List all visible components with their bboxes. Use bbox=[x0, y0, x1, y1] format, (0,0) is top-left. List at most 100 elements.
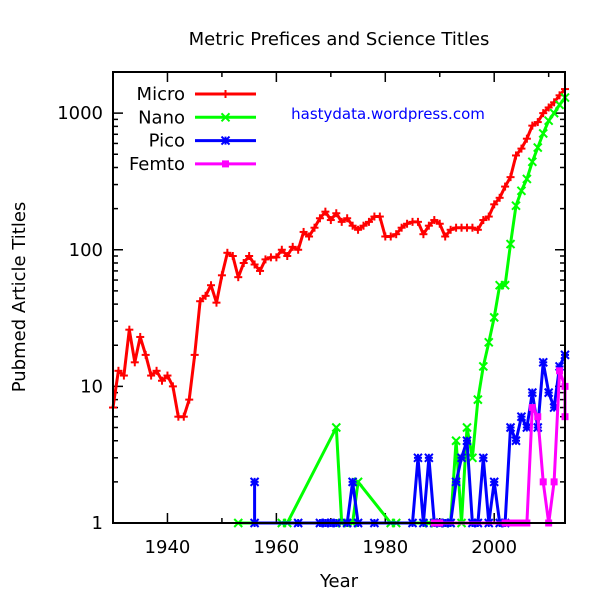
data-point-nano bbox=[489, 312, 499, 323]
data-point-nano bbox=[462, 422, 472, 433]
data-point-nano bbox=[543, 116, 554, 126]
legend-marker-pico bbox=[220, 135, 231, 146]
data-point-micro bbox=[152, 366, 161, 375]
data-point-pico bbox=[522, 422, 532, 433]
data-point-micro bbox=[501, 182, 510, 191]
data-point-micro bbox=[179, 412, 188, 421]
legend-label-nano: Nano bbox=[138, 107, 185, 128]
data-point-pico bbox=[462, 436, 472, 446]
series-micro bbox=[109, 85, 569, 421]
data-point-femto bbox=[556, 367, 564, 375]
data-point-micro bbox=[533, 118, 542, 127]
data-point-femto bbox=[539, 478, 547, 486]
data-point-pico bbox=[538, 357, 548, 368]
data-point-pico bbox=[511, 436, 521, 446]
data-point-micro bbox=[277, 245, 286, 254]
y-tick-label: 100 bbox=[69, 240, 103, 261]
data-point-nano bbox=[549, 108, 559, 118]
data-point-micro bbox=[119, 371, 128, 380]
legend-marker-micro bbox=[221, 90, 230, 98]
data-point-micro bbox=[168, 382, 177, 391]
x-tick-label: 1980 bbox=[362, 537, 408, 558]
data-point-nano bbox=[505, 239, 516, 249]
data-point-micro bbox=[364, 217, 373, 226]
y-tick-label: 1 bbox=[92, 513, 103, 534]
data-point-pico bbox=[478, 453, 489, 463]
x-tick-label: 1960 bbox=[253, 537, 299, 558]
data-point-pico bbox=[489, 477, 499, 487]
data-point-micro bbox=[201, 291, 210, 300]
data-point-micro bbox=[272, 253, 281, 262]
annotation-text: hastydata.wordpress.com bbox=[291, 105, 485, 123]
x-axis-label: Year bbox=[319, 571, 359, 592]
data-point-micro bbox=[354, 225, 363, 234]
data-point-femto bbox=[528, 404, 536, 412]
data-point-micro bbox=[310, 223, 319, 232]
data-point-femto bbox=[534, 413, 542, 421]
data-point-pico bbox=[456, 453, 467, 463]
data-point-nano bbox=[478, 361, 489, 372]
data-point-micro bbox=[479, 216, 488, 225]
data-point-micro bbox=[299, 227, 308, 236]
data-point-micro bbox=[386, 232, 395, 241]
data-point-micro bbox=[294, 245, 303, 254]
data-point-pico bbox=[505, 422, 516, 433]
chart-title: Metric Prefices and Science Titles bbox=[189, 29, 490, 50]
data-point-micro bbox=[125, 325, 134, 334]
data-point-femto bbox=[550, 478, 558, 486]
data-point-micro bbox=[158, 376, 167, 385]
data-point-micro bbox=[141, 350, 150, 359]
data-point-micro bbox=[228, 252, 237, 261]
data-point-micro bbox=[511, 151, 520, 160]
data-point-micro bbox=[446, 225, 455, 234]
data-point-nano bbox=[516, 186, 527, 196]
data-point-micro bbox=[397, 223, 406, 232]
data-point-micro bbox=[441, 232, 450, 241]
data-point-pico bbox=[527, 387, 538, 398]
data-point-micro bbox=[506, 173, 515, 182]
data-point-micro bbox=[207, 281, 216, 290]
data-point-nano bbox=[511, 201, 521, 211]
data-point-micro bbox=[435, 219, 444, 228]
data-point-micro bbox=[234, 273, 243, 282]
data-point-micro bbox=[337, 217, 346, 226]
data-point-micro bbox=[212, 298, 221, 307]
data-point-micro bbox=[163, 371, 172, 380]
data-point-micro bbox=[245, 252, 254, 261]
data-point-micro bbox=[185, 395, 194, 404]
data-point-micro bbox=[283, 252, 292, 261]
data-point-micro bbox=[403, 219, 412, 228]
data-point-nano bbox=[533, 142, 543, 153]
data-point-micro bbox=[326, 216, 335, 225]
plot-frame bbox=[112, 71, 566, 524]
data-point-micro bbox=[130, 358, 139, 367]
data-point-micro bbox=[343, 214, 352, 223]
data-point-micro bbox=[288, 242, 297, 251]
data-point-nano bbox=[500, 280, 510, 290]
data-point-pico bbox=[347, 477, 358, 487]
data-point-nano bbox=[473, 394, 483, 405]
data-point-nano bbox=[538, 128, 548, 139]
data-point-nano bbox=[331, 422, 341, 433]
y-tick-label: 10 bbox=[80, 376, 103, 397]
data-point-micro bbox=[424, 221, 433, 230]
legend-label-micro: Micro bbox=[137, 84, 185, 105]
data-point-micro bbox=[321, 207, 330, 216]
data-point-micro bbox=[544, 103, 553, 112]
data-point-pico bbox=[413, 453, 423, 463]
data-point-micro bbox=[315, 214, 324, 223]
data-point-micro bbox=[490, 200, 499, 209]
data-point-nano bbox=[554, 100, 565, 110]
data-point-micro bbox=[468, 223, 477, 232]
series-layer bbox=[109, 85, 570, 528]
data-point-micro bbox=[114, 366, 123, 375]
y-tick-label: 1000 bbox=[57, 103, 103, 124]
data-point-micro bbox=[539, 109, 548, 118]
data-point-micro bbox=[517, 144, 526, 153]
data-point-micro bbox=[430, 216, 439, 225]
data-point-micro bbox=[375, 212, 384, 221]
data-point-micro bbox=[419, 230, 428, 239]
data-point-micro bbox=[392, 230, 401, 239]
